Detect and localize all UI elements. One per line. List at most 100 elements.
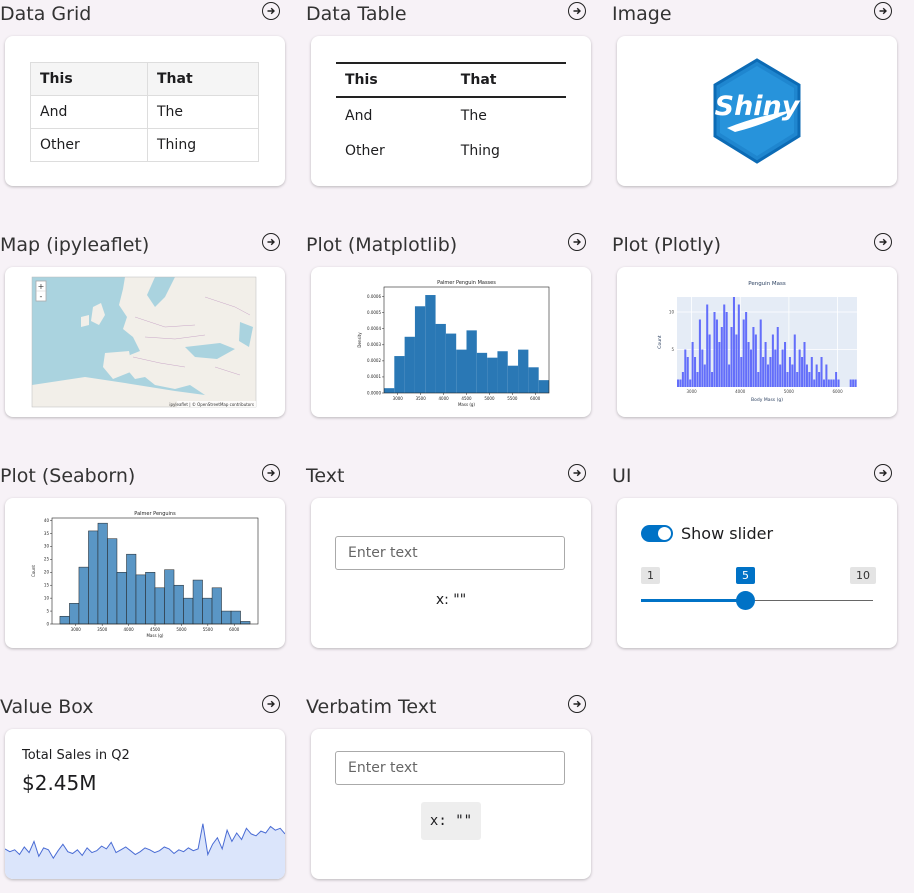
column-header[interactable]: This [30,62,148,96]
card-plot-seaborn: Plot (Seaborn) 3000 3500 4000 4500 5000 5500 6… [0,462,286,648]
text-input[interactable] [335,536,565,570]
matplotlib-chart: 3000 3500 4000 4500 5000 5500 6000 0.0000 0.0001… [357,280,550,407]
table-row: Other Thing [336,133,566,168]
map-view[interactable]: + - ipyleaflet | © OpenStreetMap contrib… [5,267,285,417]
x-tick-label: 6000 [530,396,541,401]
x-tick-label: 4000 [438,396,449,401]
card-title: Verbatim Text [306,696,437,718]
y-tick-label: 0.0001 [367,374,381,379]
sparkline [5,823,285,879]
card-title: Value Box [0,696,94,718]
verbatim-output: x: "" [421,802,481,840]
slider-track[interactable] [641,600,873,601]
histogram-bar [788,357,791,387]
histogram-bar [221,610,232,625]
value-box-card: Total Sales in Q2 $2.45M [5,729,285,879]
histogram-bar [825,364,828,387]
histogram-bar [708,334,711,387]
table-cell[interactable]: And [30,95,148,129]
value-box-value: $2.45M [22,771,97,795]
arrow-right-circle-icon[interactable] [262,233,280,251]
histogram-bar [801,357,804,387]
column-header: This [336,62,452,98]
histogram-bar [820,357,823,387]
text-output: x: "" [435,592,467,608]
plotly-chart[interactable]: 5 10 3000 4000 5000 6000 Penguin Mass Body Mass… [617,267,897,417]
x-tick-label: 4000 [735,389,746,394]
card-title: Data Grid [0,3,92,25]
histogram-bar [813,379,816,387]
x-tick-label: 5500 [203,627,214,632]
verbatim-text-input[interactable] [335,751,565,785]
histogram-bar [711,372,714,387]
data-table-card: This That And The Other Thing [311,36,591,186]
y-tick-label: 35 [44,531,50,536]
arrow-right-circle-icon[interactable] [262,695,280,713]
shiny-logo: Shiny [713,58,801,164]
histogram-bar [507,365,519,393]
card-header: Data Grid [0,0,286,30]
arrow-right-circle-icon[interactable] [262,2,280,20]
card-ui: UI Show slider 1 5 10 [612,462,898,648]
table-row[interactable]: Other Thing [30,128,259,162]
arrow-right-circle-icon[interactable] [874,464,892,482]
show-slider-toggle[interactable] [641,525,673,542]
histogram-bar [706,304,709,387]
card-title: UI [612,465,632,487]
histogram-bar [849,379,852,387]
histogram-bar [774,349,777,387]
slider-value-label: 5 [736,567,755,584]
histogram-bar [696,372,699,387]
x-tick-label: 5000 [484,396,495,401]
y-tick-label: 10 [44,595,50,600]
histogram-bar [835,372,838,387]
histogram-bar [759,319,762,387]
y-tick-label: 0.0005 [367,310,381,315]
histogram-bar [786,372,789,387]
column-header[interactable]: That [147,62,259,96]
table-header-row: This That [336,62,566,98]
zoom-out-button[interactable]: - [40,292,43,301]
data-table: This That And The Other Thing [336,62,566,168]
histogram-bar [732,297,735,387]
histogram-bar [764,342,767,387]
histogram-bar [742,319,745,387]
histogram-bar [135,574,146,625]
arrow-right-circle-icon[interactable] [874,233,892,251]
x-tick-label: 6000 [832,389,843,394]
verbatim-card: x: "" [311,729,591,879]
card-plot-matplotlib: Plot (Matplotlib) 3000 3500 4000 4500 5000 55… [306,231,592,417]
histogram-bar [192,579,203,625]
arrow-right-circle-icon[interactable] [568,233,586,251]
card-image: Image Shiny [612,0,898,186]
table-cell[interactable]: Other [30,128,148,162]
histogram-bar [69,603,80,625]
histogram-bar [752,327,755,387]
arrow-right-circle-icon[interactable] [568,464,586,482]
slider-thumb[interactable] [736,591,755,610]
card-header: Text [306,462,592,492]
arrow-right-circle-icon[interactable] [568,695,586,713]
zoom-in-button[interactable]: + [38,282,45,291]
histogram-bar [677,379,680,387]
histogram-bar [528,367,539,393]
histogram-bar [698,319,701,387]
table-cell[interactable]: The [147,95,259,129]
histogram-bar [737,304,740,387]
histogram-bar [781,349,784,387]
table-cell[interactable]: Thing [147,128,259,162]
card-header: Plot (Seaborn) [0,462,286,492]
histogram-bar [735,334,738,387]
ui-card: Show slider 1 5 10 [617,498,897,648]
arrow-right-circle-icon[interactable] [874,2,892,20]
map-attribution[interactable]: ipyleaflet | © OpenStreetMap contributor… [169,402,254,407]
histogram-bar [679,379,682,387]
histogram-bar [211,587,222,625]
card-header: Verbatim Text [306,693,592,723]
arrow-right-circle-icon[interactable] [568,2,586,20]
toggle-label: Show slider [681,524,774,543]
table-row[interactable]: And The [30,95,259,129]
card-title: Data Table [306,3,407,25]
histogram-bar [145,572,156,625]
arrow-right-circle-icon[interactable] [262,464,280,482]
